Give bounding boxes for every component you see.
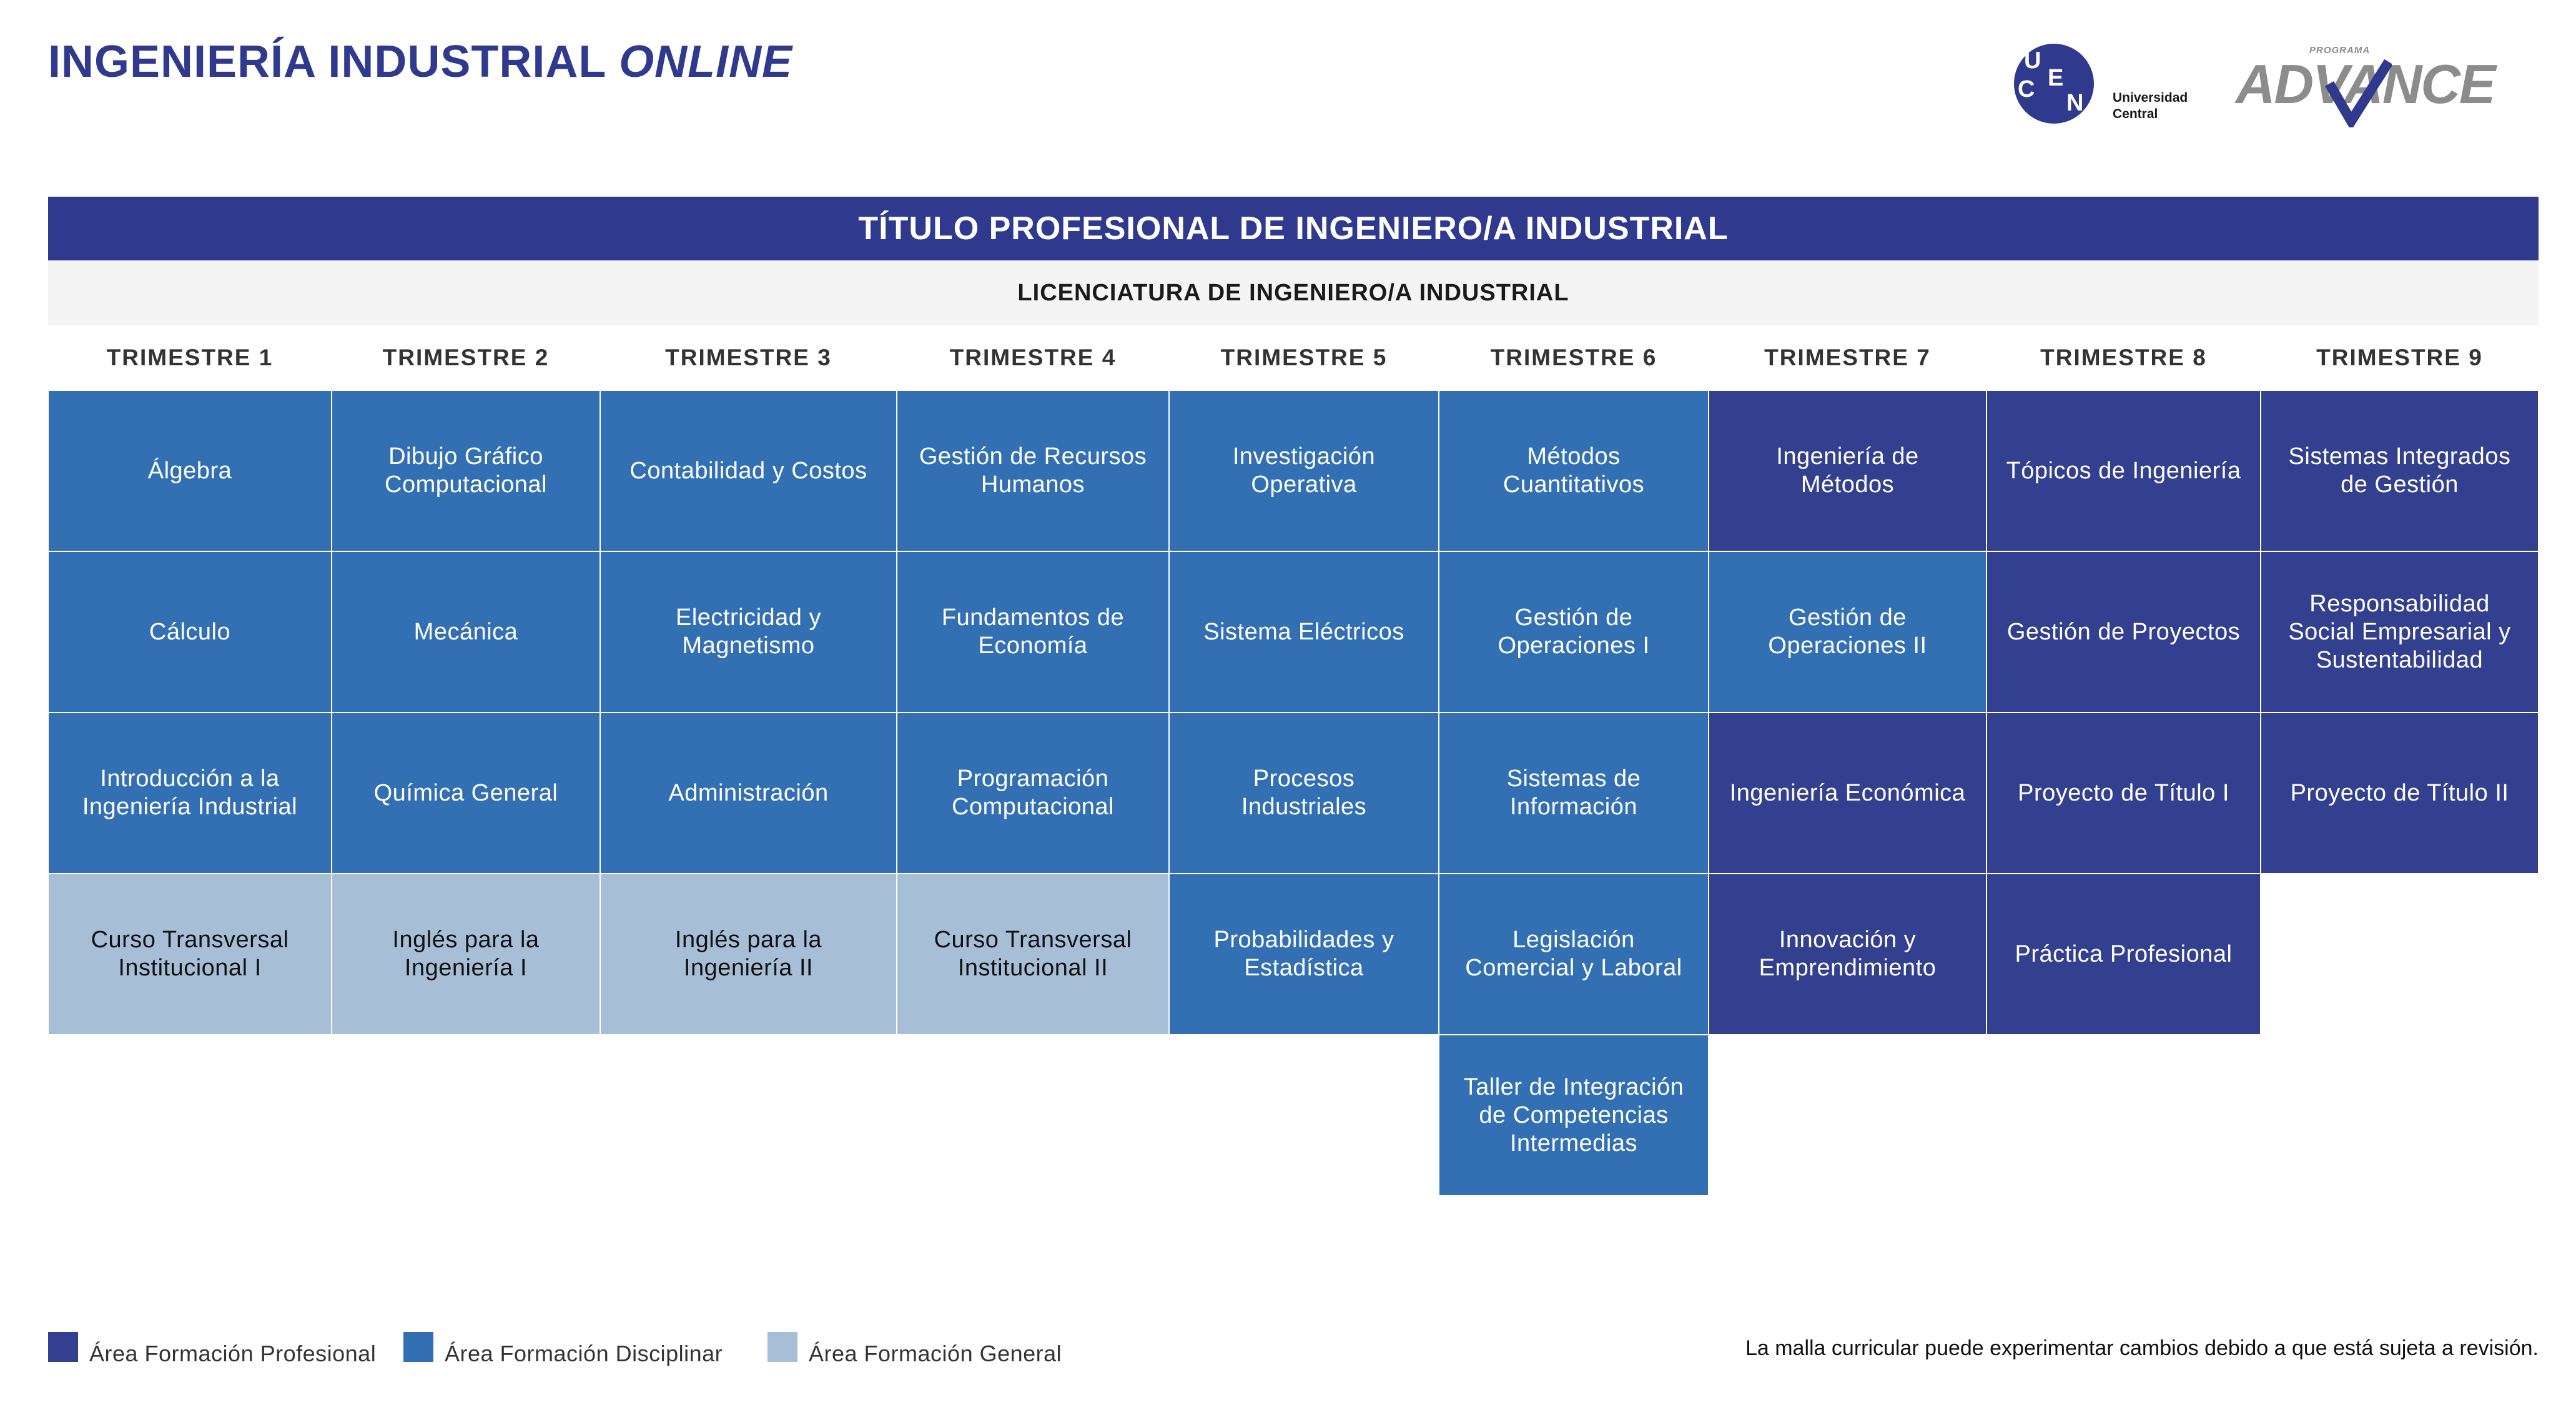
course-cell: Programación Computacional (897, 712, 1169, 874)
ucen-logo-circle (2014, 44, 2094, 124)
course-cell: Gestión de Recursos Humanos (897, 390, 1169, 551)
course-cell: Procesos Industriales (1169, 712, 1439, 874)
course-cell: Inglés para la Ingeniería I (332, 874, 600, 1035)
course-cell: Ingeniería Económica (1709, 712, 1986, 874)
term-header-5: TRIMESTRE 5 (1220, 345, 1388, 370)
legend-swatch-profesional (48, 1332, 78, 1362)
term-header-1: TRIMESTRE 1 (106, 345, 274, 370)
advance-logo: PROGRAMA ADVANCE (2236, 41, 2535, 129)
course-cell: Sistema Eléctricos (1169, 551, 1439, 712)
course-cell: Investigación Operativa (1169, 390, 1439, 551)
ucen-logo: U C E N Universidad Central (2014, 44, 2214, 131)
legend-label: Área Formación General (809, 1341, 1062, 1366)
course-cell: Mecánica (332, 551, 600, 712)
course-cell: Probabilidades y Estadística (1169, 874, 1439, 1035)
course-cell: Sistemas Integrados de Gestión (2261, 390, 2539, 551)
checkmark-icon (2325, 59, 2392, 127)
legend-item-general: Área Formación General (767, 1331, 1062, 1366)
course-cell: Innovación y Emprendimiento (1709, 874, 1986, 1035)
course-cell: Dibujo Gráfico Computacional (332, 390, 600, 551)
term-header-7: TRIMESTRE 7 (1764, 345, 1931, 370)
course-cell: Tópicos de Ingeniería (1986, 390, 2261, 551)
legend-item-disciplinar: Área Formación Disciplinar (403, 1331, 723, 1366)
term-header-6: TRIMESTRE 6 (1490, 345, 1657, 370)
banner-titulo-profesional: TÍTULO PROFESIONAL DE INGENIERO/A INDUST… (48, 197, 2539, 260)
legend-swatch-general (767, 1332, 797, 1362)
ucen-letter-n: N (2066, 90, 2084, 116)
course-cell: Química General (332, 712, 600, 874)
legend-item-profesional: Área Formación Profesional (48, 1331, 376, 1366)
ucen-letter-e: E (2048, 65, 2064, 91)
legend-label: Área Formación Profesional (89, 1341, 377, 1366)
course-cell: Proyecto de Título I (1986, 712, 2261, 874)
ucen-logo-line2: Central (2113, 107, 2158, 121)
ucen-letter-c: C (2018, 76, 2035, 102)
legend-label: Área Formación Disciplinar (445, 1341, 723, 1366)
course-cell: Gestión de Proyectos (1986, 551, 2261, 712)
page-title: INGENIERÍA INDUSTRIAL ONLINE (48, 36, 792, 87)
term-header-2: TRIMESTRE 2 (382, 345, 550, 370)
advance-logo-small: PROGRAMA (2309, 45, 2371, 56)
course-cell: Administración (600, 712, 897, 874)
ucen-logo-text: Universidad Central (2113, 90, 2188, 122)
course-cell: Curso Transversal Institucional I (48, 874, 332, 1035)
term-header-3: TRIMESTRE 3 (665, 345, 832, 370)
course-cell: Álgebra (48, 390, 332, 551)
course-cell: Inglés para la Ingeniería II (600, 874, 897, 1035)
course-cell: Proyecto de Título II (2261, 712, 2539, 874)
course-cell: Práctica Profesional (1986, 874, 2261, 1035)
course-cell: Métodos Cuantitativos (1439, 390, 1709, 551)
course-cell: Ingeniería de Métodos (1709, 390, 1986, 551)
course-cell: Taller de Integración de Competencias In… (1439, 1035, 1709, 1196)
ucen-logo-line1: Universidad (2113, 91, 2188, 105)
course-cell: Introducción a la Ingeniería Industrial (48, 712, 332, 874)
term-header-9: TRIMESTRE 9 (2316, 345, 2483, 370)
course-cell: Legislación Comercial y Laboral (1439, 874, 1709, 1035)
legend-swatch-disciplinar (403, 1332, 433, 1362)
term-header-4: TRIMESTRE 4 (949, 345, 1117, 370)
page-title-main: INGENIERÍA INDUSTRIAL (48, 37, 606, 87)
course-cell: Gestión de Operaciones I (1439, 551, 1709, 712)
page-title-italic: ONLINE (619, 37, 793, 87)
course-cell: Electricidad y Magnetismo (600, 551, 897, 712)
course-cell: Responsabilidad Social Empresarial y Sus… (2261, 551, 2539, 712)
course-cell: Cálculo (48, 551, 332, 712)
course-cell: Contabilidad y Costos (600, 390, 897, 551)
footnote: La malla curricular puede experimentar c… (1745, 1336, 2539, 1360)
course-cell: Sistemas de Información (1439, 712, 1709, 874)
course-cell: Gestión de Operaciones II (1709, 551, 1986, 712)
course-cell: Fundamentos de Economía (897, 551, 1169, 712)
ucen-letter-u: U (2024, 47, 2041, 74)
banner-licenciatura: LICENCIATURA DE INGENIERO/A INDUSTRIAL (48, 260, 2539, 325)
term-header-8: TRIMESTRE 8 (2040, 345, 2207, 370)
course-cell: Curso Transversal Institucional II (897, 874, 1169, 1035)
